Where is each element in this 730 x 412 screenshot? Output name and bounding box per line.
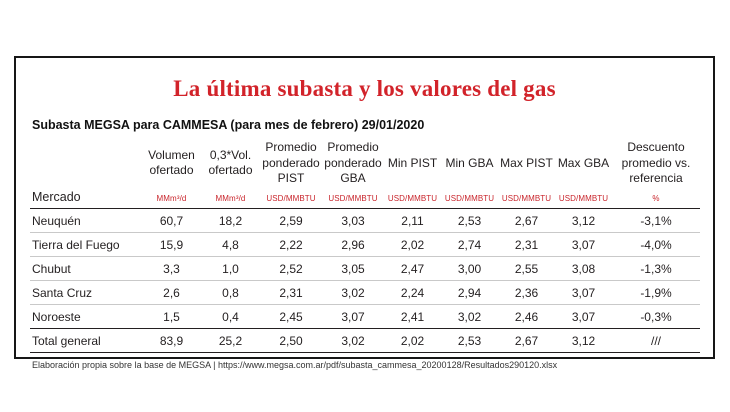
col-unit: MMm³/d (142, 189, 201, 209)
cell: 2,6 (142, 280, 201, 305)
cell: 2,46 (498, 304, 555, 329)
cell: -3,1% (612, 208, 700, 233)
cell: 3,08 (555, 256, 612, 281)
row-label: Tierra del Fuego (30, 232, 142, 257)
cell: 2,55 (498, 256, 555, 281)
col-unit: USD/MMBTU (441, 189, 498, 209)
cell: 3,07 (322, 304, 384, 329)
table-row: Santa Cruz 2,6 0,8 2,31 3,02 2,24 2,94 2… (30, 280, 700, 305)
cell: 83,9 (142, 328, 201, 353)
cell: 2,31 (498, 232, 555, 257)
col-header: Max PIST (500, 155, 553, 170)
col-unit: USD/MMBTU (260, 189, 322, 209)
cell: 2,31 (260, 280, 322, 305)
row-label: Chubut (30, 256, 142, 281)
col-unit: USD/MMBTU (384, 189, 441, 209)
col-header: Promedio ponderado GBA (324, 140, 382, 186)
col-header: Descuento promedio vs. referencia (621, 140, 691, 186)
col-unit: % (612, 189, 700, 209)
cell: 1,5 (142, 304, 201, 329)
col-unit: USD/MMBTU (322, 189, 384, 209)
cell: /// (612, 328, 700, 353)
col-unit: USD/MMBTU (498, 189, 555, 209)
cell: 3,07 (555, 304, 612, 329)
cell: 2,50 (260, 328, 322, 353)
cell: 60,7 (142, 208, 201, 233)
col-header: Min PIST (387, 155, 438, 170)
blank-header (30, 140, 142, 190)
cell: 2,02 (384, 232, 441, 257)
page-title: La última subasta y los valores del gas (173, 76, 556, 101)
cell: 0,4 (201, 304, 260, 329)
col-header: 0,3*Vol. ofertado (208, 147, 253, 178)
col-header: Volumen ofertado (148, 147, 195, 178)
header-row: Volumen ofertado 0,3*Vol. ofertado Prome… (30, 140, 700, 190)
col-header: Min GBA (445, 155, 494, 170)
cell: 18,2 (201, 208, 260, 233)
cell: -1,3% (612, 256, 700, 281)
cell: -0,3% (612, 304, 700, 329)
cell: 3,07 (555, 232, 612, 257)
cell: 2,41 (384, 304, 441, 329)
col-unit: USD/MMBTU (555, 189, 612, 209)
cell: 2,24 (384, 280, 441, 305)
source-note: Elaboración propia sobre la base de MEGS… (32, 359, 558, 370)
table-row: Chubut 3,3 1,0 2,52 3,05 2,47 3,00 2,55 … (30, 256, 700, 281)
cell: 2,74 (441, 232, 498, 257)
cell: 2,67 (498, 328, 555, 353)
cell: 2,67 (498, 208, 555, 233)
cell: 2,96 (322, 232, 384, 257)
cell: 15,9 (142, 232, 201, 257)
cell: 3,02 (441, 304, 498, 329)
row-header-label: Mercado (30, 189, 142, 209)
row-label: Noroeste (30, 304, 142, 329)
row-label: Total general (30, 328, 142, 353)
cell: 3,00 (441, 256, 498, 281)
units-row: Mercado MMm³/d MMm³/d USD/MMBTU USD/MMBT… (30, 189, 700, 209)
cell: 3,3 (142, 256, 201, 281)
cell: 2,45 (260, 304, 322, 329)
col-header: Promedio ponderado PIST (262, 140, 320, 186)
cell: 3,07 (555, 280, 612, 305)
cell: -4,0% (612, 232, 700, 257)
table-card: La última subasta y los valores del gas … (14, 56, 715, 370)
col-unit: MMm³/d (201, 189, 260, 209)
table-row: Tierra del Fuego 15,9 4,8 2,22 2,96 2,02… (30, 232, 700, 257)
col-header: Max GBA (557, 155, 610, 170)
cell: 2,53 (441, 208, 498, 233)
cell: 3,12 (555, 328, 612, 353)
cell: 3,05 (322, 256, 384, 281)
cell: 2,52 (260, 256, 322, 281)
row-label: Santa Cruz (30, 280, 142, 305)
cell: 2,94 (441, 280, 498, 305)
cell: -1,9% (612, 280, 700, 305)
cell: 2,22 (260, 232, 322, 257)
table-row: Noroeste 1,5 0,4 2,45 3,07 2,41 3,02 2,4… (30, 304, 700, 329)
cell: 3,02 (322, 328, 384, 353)
cell: 2,36 (498, 280, 555, 305)
cell: 2,47 (384, 256, 441, 281)
table-subtitle: Subasta MEGSA para CAMMESA (para mes de … (32, 118, 425, 132)
table-row: Neuquén 60,7 18,2 2,59 3,03 2,11 2,53 2,… (30, 208, 700, 233)
cell: 25,2 (201, 328, 260, 353)
cell: 2,59 (260, 208, 322, 233)
total-row: Total general 83,9 25,2 2,50 3,02 2,02 2… (30, 328, 700, 353)
cell: 3,02 (322, 280, 384, 305)
cell: 0,8 (201, 280, 260, 305)
cell: 2,53 (441, 328, 498, 353)
cell: 3,03 (322, 208, 384, 233)
cell: 3,12 (555, 208, 612, 233)
row-label: Neuquén (30, 208, 142, 233)
cell: 2,11 (384, 208, 441, 233)
cell: 1,0 (201, 256, 260, 281)
cell: 2,02 (384, 328, 441, 353)
gas-auction-table: Volumen ofertado 0,3*Vol. ofertado Prome… (30, 140, 700, 353)
cell: 4,8 (201, 232, 260, 257)
